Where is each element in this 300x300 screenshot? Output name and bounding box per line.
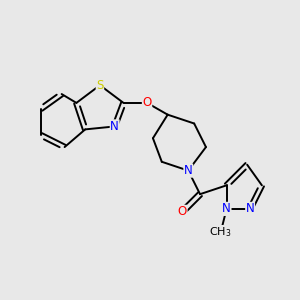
Text: N: N: [184, 164, 193, 177]
Text: O: O: [178, 205, 187, 218]
Text: N: N: [110, 120, 119, 133]
Text: CH$_3$: CH$_3$: [209, 226, 232, 239]
Text: N: N: [246, 202, 254, 215]
Text: S: S: [96, 79, 103, 92]
Text: O: O: [142, 96, 152, 110]
Text: N: N: [222, 202, 231, 215]
